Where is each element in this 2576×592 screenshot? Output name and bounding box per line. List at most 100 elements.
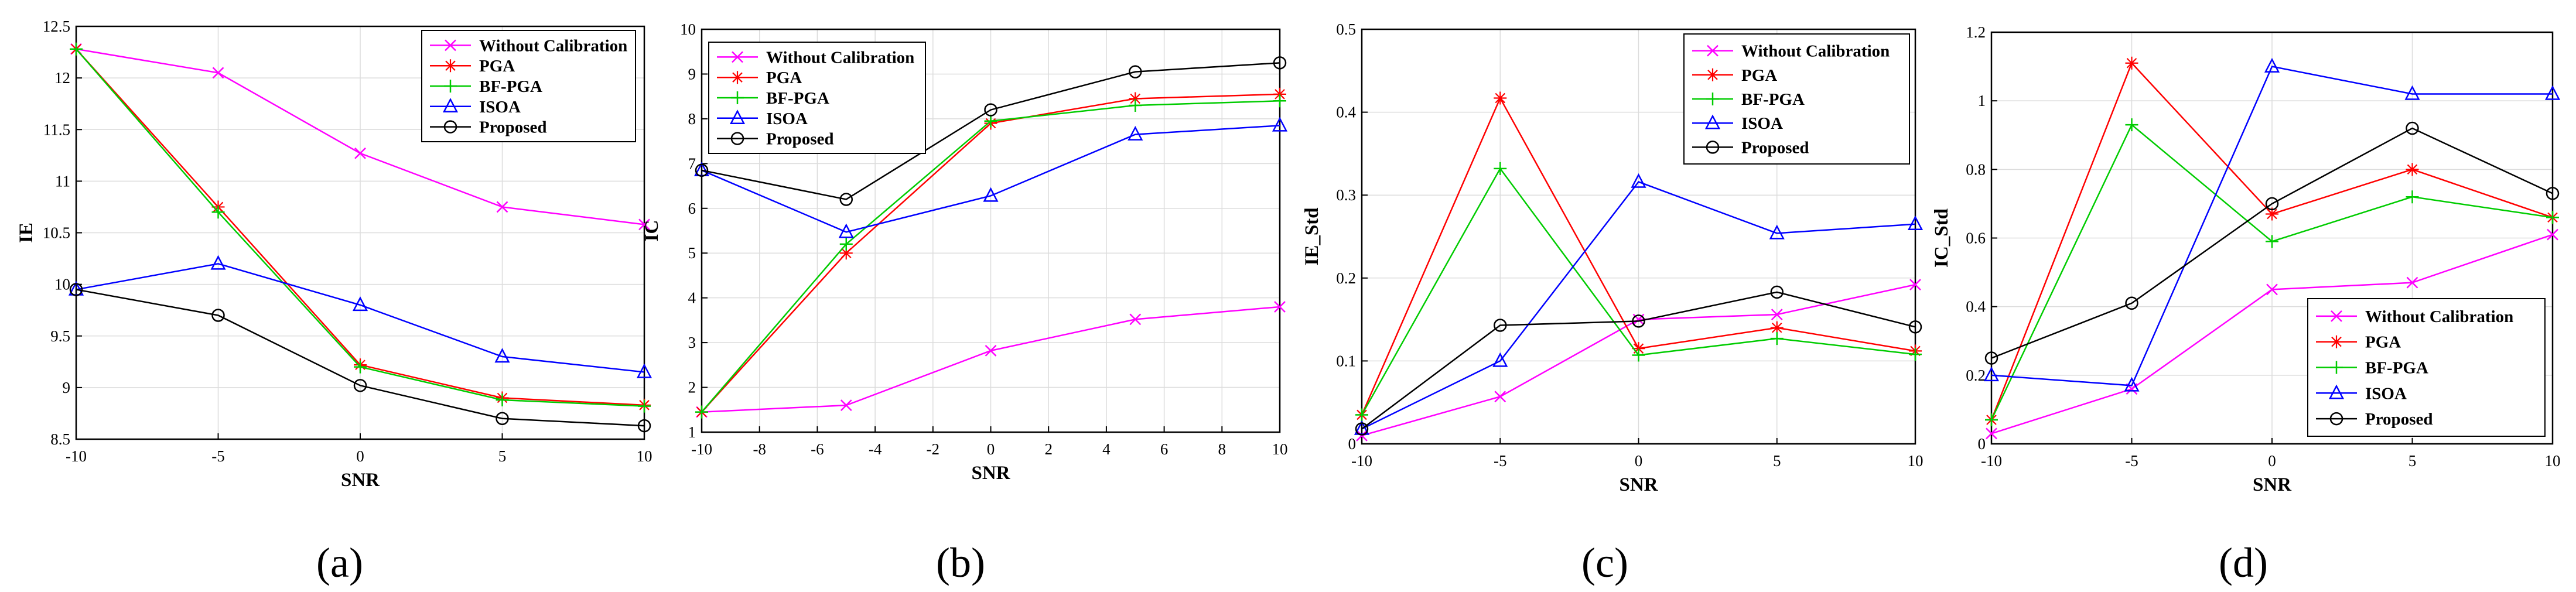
- data-point: [2546, 187, 2560, 200]
- data-point: [839, 247, 853, 260]
- data-point: [1129, 98, 1142, 112]
- data-point: [839, 193, 853, 206]
- data-point: [1492, 352, 1508, 367]
- y-tick-label: 0.5: [1336, 20, 1356, 38]
- series-proposed: [1355, 285, 1922, 436]
- data-point: [1129, 313, 1142, 326]
- x-tick-label: 0: [2268, 452, 2276, 470]
- data-point: [638, 399, 651, 413]
- data-point: [2406, 190, 2419, 204]
- legend-marker: [1707, 45, 1719, 57]
- data-point: [494, 348, 510, 363]
- x-tick-label: 10: [1908, 452, 1924, 470]
- x-tick-label: 6: [1160, 440, 1169, 458]
- chart-panel-3: 0 0.1 0.2 0.3 0.4 0.5 -10 -5 0 5 10 SNR IE_Std Withou…: [1301, 20, 1924, 586]
- x-tick-label: 0: [987, 440, 995, 458]
- legend-item: BF-PGA: [717, 89, 829, 108]
- y-axis-label: IC_Std: [1931, 208, 1952, 268]
- chart-panel-1: 8.5 9 9.5 10 10.5 11 11.5 12 12.5 -10 -5 0 5 10 SNR IE W…: [16, 18, 652, 586]
- series-line: [701, 125, 1280, 233]
- data-point: [2266, 283, 2278, 296]
- x-axis-label: SNR: [2253, 474, 2292, 495]
- data-point: [1907, 215, 1924, 231]
- legend-label: Without Calibration: [1741, 42, 1890, 61]
- data-point: [2404, 85, 2420, 100]
- data-point: [1631, 173, 1646, 188]
- legend-label: ISOA: [766, 109, 808, 128]
- data-point: [2264, 57, 2280, 73]
- legend-marker: [2331, 310, 2342, 322]
- data-point: [1274, 301, 1286, 313]
- data-point: [2125, 56, 2138, 70]
- y-tick-label: 11.5: [43, 121, 70, 138]
- y-tick-label: 0.2: [1966, 367, 1986, 384]
- data-point: [1909, 348, 1922, 361]
- legend-item: Without Calibration: [1692, 42, 1890, 61]
- y-tick-label: 2: [688, 379, 696, 396]
- legend-item: ISOA: [2316, 384, 2407, 403]
- x-tick-label: -6: [811, 440, 824, 458]
- legend-item: Without Calibration: [717, 48, 914, 67]
- legend-marker: [445, 39, 456, 52]
- x-axis-label: SNR: [971, 463, 1010, 484]
- x-tick-label: 0: [1635, 452, 1643, 470]
- plot-frame: [701, 28, 1281, 433]
- legend-label: Without Calibration: [2365, 307, 2513, 326]
- x-tick-label: 5: [2408, 452, 2417, 470]
- legend-marker: [2330, 361, 2343, 374]
- data-point: [838, 223, 854, 238]
- data-point: [695, 405, 708, 419]
- legend-item: PGA: [717, 69, 802, 87]
- data-point: [2546, 211, 2559, 224]
- data-point: [1355, 408, 1368, 422]
- x-tick-label: 4: [1102, 440, 1111, 458]
- data-point: [1769, 224, 1785, 239]
- y-axis-label: IC: [641, 220, 662, 242]
- legend-label: PGA: [2365, 333, 2401, 352]
- legend-marker: [444, 80, 457, 93]
- y-axis-label: IE_Std: [1301, 207, 1323, 265]
- legend-label: PGA: [766, 69, 802, 87]
- legend-marker: [2328, 384, 2345, 399]
- panel-label: (d): [2219, 539, 2268, 586]
- data-point: [840, 399, 852, 412]
- data-point: [2544, 85, 2561, 100]
- data-point: [637, 419, 651, 433]
- legend-marker: [731, 91, 744, 104]
- data-point: [983, 187, 999, 202]
- legend-label: PGA: [479, 57, 515, 76]
- x-tick-label: -10: [1981, 452, 2002, 470]
- series-line: [701, 62, 1280, 200]
- legend-item: BF-PGA: [1692, 90, 1805, 109]
- x-tick-label: 2: [1044, 440, 1053, 458]
- data-point: [1770, 321, 1784, 334]
- series-proposed: [695, 56, 1287, 206]
- data-point: [1986, 427, 1997, 440]
- legend-marker: [1704, 114, 1721, 129]
- data-point: [496, 393, 509, 407]
- series-without-calibration: [1986, 228, 2558, 440]
- y-tick-label: 1: [688, 423, 696, 441]
- data-point: [496, 412, 509, 425]
- series-without-calibration: [1356, 279, 1921, 442]
- data-point: [2125, 296, 2138, 310]
- data-point: [354, 147, 366, 159]
- y-tick-label: 1.2: [1966, 23, 1986, 41]
- legend-item: Proposed: [2316, 410, 2432, 429]
- legend-label: Without Calibration: [766, 48, 914, 67]
- data-point: [2406, 121, 2419, 135]
- x-tick-label: -10: [691, 440, 712, 458]
- x-tick-label: -5: [2125, 452, 2138, 470]
- legend-label: Proposed: [2365, 410, 2432, 429]
- legend-label: ISOA: [479, 98, 521, 117]
- legend-item: ISOA: [430, 98, 521, 117]
- data-point: [2266, 235, 2278, 248]
- y-tick-label: 0.4: [1966, 298, 1986, 316]
- chart-panel-2: 1 2 3 4 5 6 7 8 9 10 -10 -8 -6 -4 -2 0 2 4 6 8 10 SNR IC Withou…: [641, 20, 1288, 586]
- legend-label: ISOA: [2365, 384, 2407, 403]
- data-point: [2547, 228, 2558, 241]
- data-point: [2266, 207, 2278, 221]
- data-point: [1356, 429, 1368, 442]
- y-tick-label: 9.5: [50, 327, 70, 345]
